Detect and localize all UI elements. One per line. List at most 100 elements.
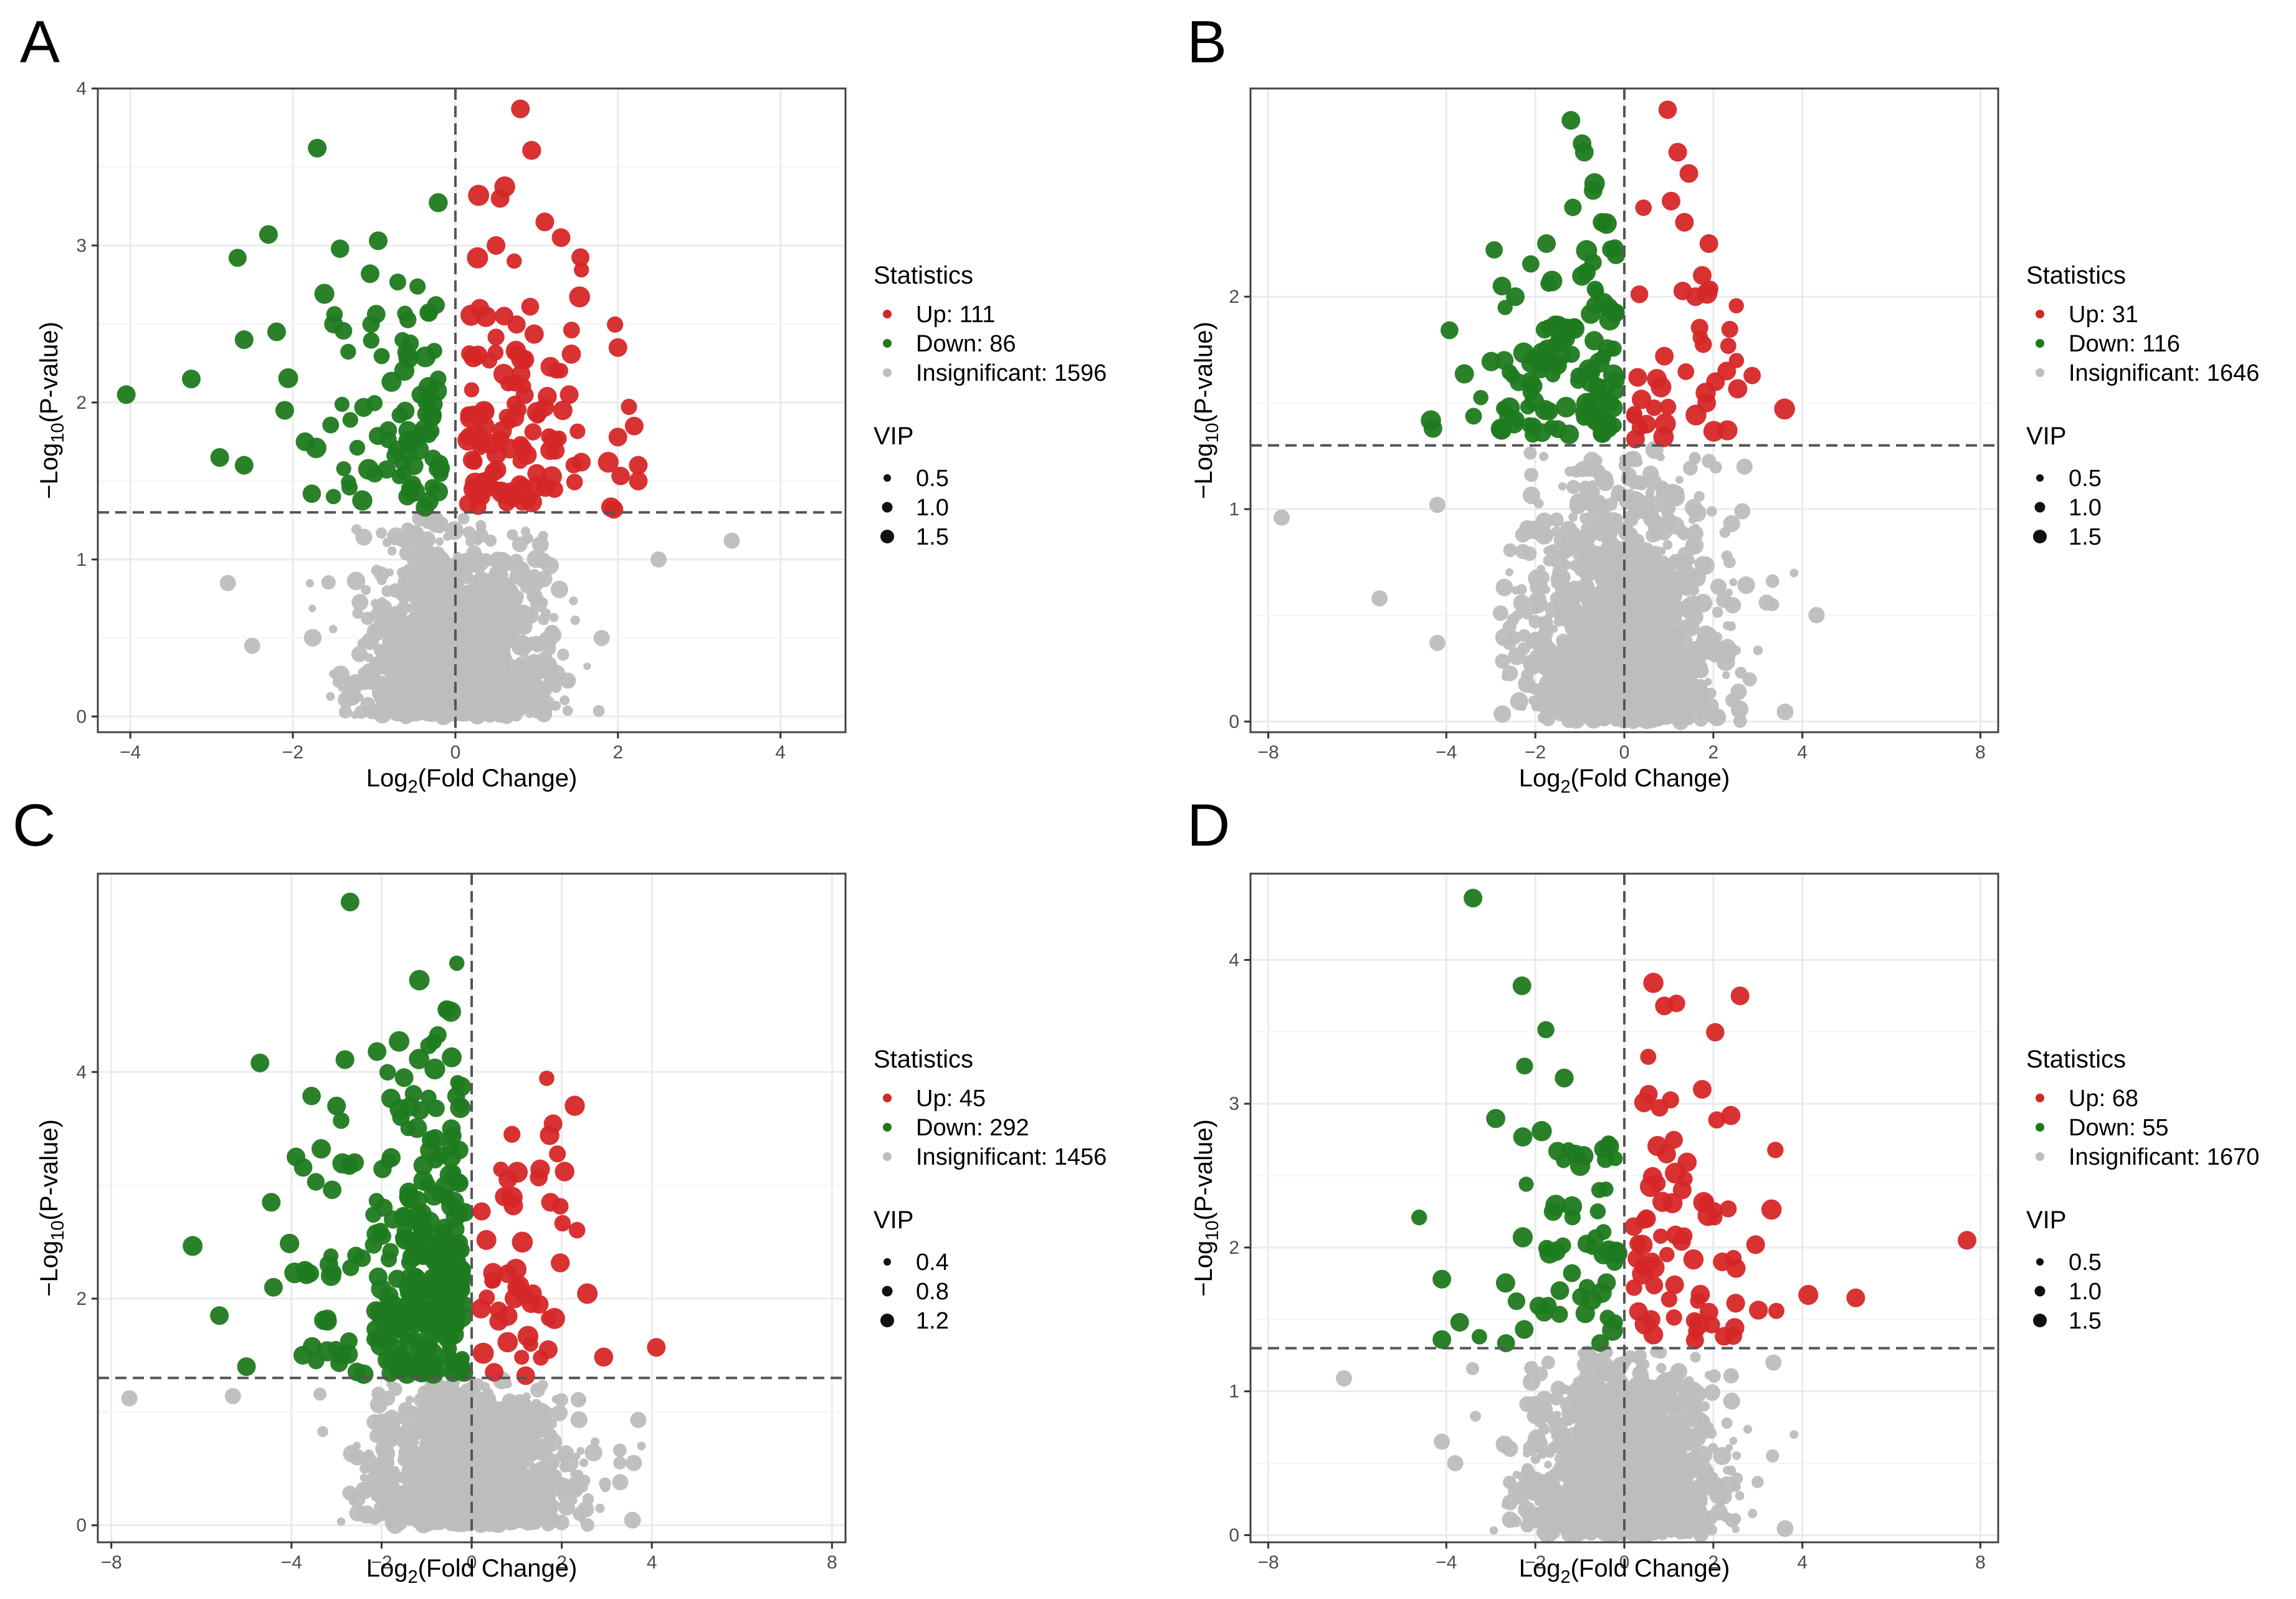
point-down [424,1058,445,1080]
point-insignificant [474,537,482,546]
point-insignificant [1590,568,1603,581]
point-up [535,212,555,232]
point-insignificant [1657,547,1666,556]
x-tick-label: 8 [1975,742,1986,763]
point-insignificant [355,693,364,702]
legend-vip-label: 0.5 [916,465,949,492]
point-down [1441,321,1459,340]
point-insignificant [560,695,570,705]
point-up [560,385,579,404]
point-up [463,479,485,500]
point-insignificant [1503,543,1517,558]
point-insignificant [569,1496,578,1505]
point-insignificant [388,583,403,598]
legend-label-up: Up: 31 [2069,302,2138,328]
point-up [604,500,624,519]
point-insignificant [584,1443,603,1462]
point-insignificant [364,653,374,662]
legend-vip-label: 1.5 [916,524,949,550]
point-up [465,405,481,421]
point-down [398,443,418,463]
point-insignificant [1601,611,1616,627]
point-up [1720,338,1736,355]
point-insignificant [482,1391,496,1405]
point-insignificant [328,624,338,634]
legend-vip-key [2034,502,2046,513]
x-tick-label: 0 [1619,742,1630,763]
point-insignificant [1515,527,1531,543]
point-down [353,1249,371,1267]
point-down [421,393,443,415]
point-insignificant [1371,590,1388,607]
point-insignificant [498,1509,517,1527]
point-insignificant [402,1500,414,1512]
point-insignificant [1647,589,1667,609]
x-tick-label: 4 [1797,742,1808,763]
point-insignificant [1709,461,1722,474]
point-up [1774,398,1795,420]
point-up [524,423,542,441]
point-insignificant [443,532,452,541]
point-insignificant [502,579,515,592]
point-insignificant [1611,550,1621,560]
point-insignificant [1737,576,1755,594]
point-insignificant [1588,620,1604,636]
point-up [1658,100,1677,119]
point-down [427,296,445,314]
point-insignificant [1556,636,1568,648]
point-insignificant [1729,578,1738,586]
point-insignificant [1561,713,1576,728]
point-down [1537,234,1556,253]
point-insignificant [1429,497,1446,513]
point-insignificant [331,666,350,684]
point-insignificant [1673,630,1686,643]
point-insignificant [1758,594,1775,611]
point-insignificant [435,1515,445,1525]
point-up [1628,368,1647,387]
point-insignificant [1538,616,1546,624]
point-up [541,428,558,445]
point-down [428,482,449,502]
point-insignificant [1690,523,1700,533]
point-insignificant [434,685,443,695]
point-insignificant [374,599,393,618]
point-insignificant [1568,580,1581,594]
point-insignificant [457,512,470,525]
point-insignificant [457,696,469,707]
point-insignificant [1742,672,1757,687]
point-insignificant [560,672,576,689]
point-insignificant [361,663,377,679]
point-down [302,1086,321,1105]
point-down [444,1191,464,1211]
point-down [429,370,447,388]
point-insignificant [1789,568,1799,578]
point-insignificant [466,575,478,586]
point-insignificant [444,1505,457,1517]
point-insignificant [1274,509,1290,526]
point-insignificant [342,1485,358,1501]
point-insignificant [405,1395,414,1405]
legend-label-insignificant: Insignificant: 1596 [916,360,1107,386]
point-insignificant [557,648,569,661]
point-down [389,1314,406,1330]
point-insignificant [1726,621,1736,631]
point-insignificant [1592,589,1608,605]
point-insignificant [1706,506,1717,517]
point-insignificant [390,1433,402,1446]
point-insignificant [474,530,483,538]
point-insignificant [1512,586,1520,595]
point-insignificant [510,710,522,722]
point-insignificant [1541,585,1550,594]
point-up [467,247,488,269]
point-insignificant [570,1411,588,1428]
point-insignificant [1523,446,1537,460]
point-insignificant [1642,571,1652,580]
point-insignificant [507,529,518,541]
legend-vip-key [2033,530,2047,543]
legend-label-down: Down: 86 [916,331,1016,357]
point-insignificant [1655,711,1664,720]
point-insignificant [637,1441,646,1451]
point-insignificant [1614,641,1632,659]
point-down [307,1173,325,1191]
